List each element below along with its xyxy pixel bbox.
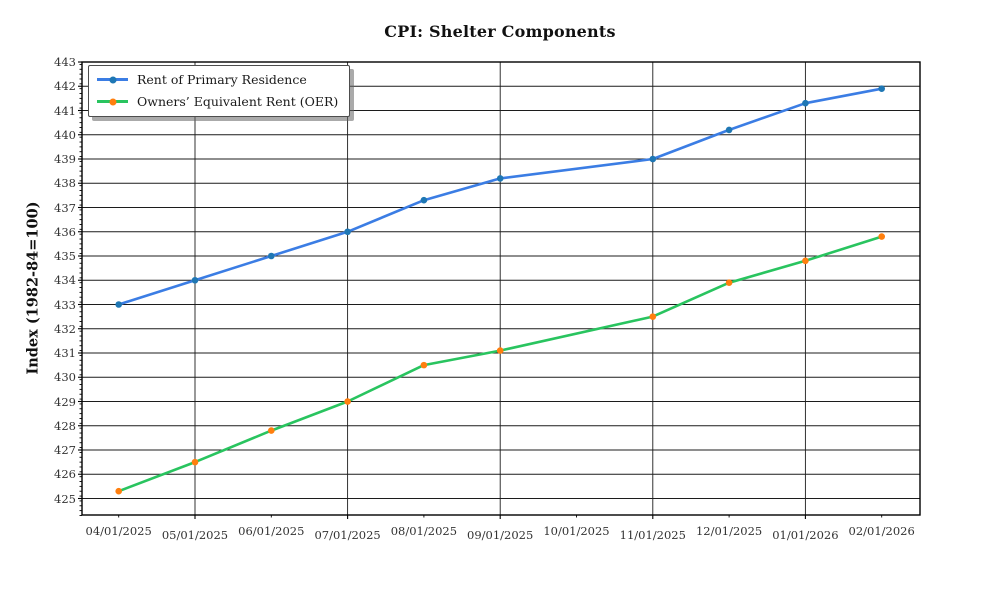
legend-item-rent: Rent of Primary Residence bbox=[97, 71, 338, 88]
y-tick-label: 425 bbox=[54, 491, 76, 506]
data-point-marker bbox=[344, 228, 351, 236]
data-point-marker bbox=[191, 458, 199, 466]
legend: Rent of Primary Residence Owners’ Equiva… bbox=[88, 65, 351, 117]
data-point-marker bbox=[802, 257, 809, 265]
y-tick-label: 442 bbox=[54, 79, 76, 94]
y-tick-label: 429 bbox=[54, 394, 76, 409]
data-point-marker bbox=[268, 427, 275, 434]
x-tick-label: 10/01/2025 bbox=[543, 524, 610, 538]
data-point-marker bbox=[878, 233, 885, 240]
data-point-marker bbox=[725, 279, 733, 286]
series-line-0 bbox=[117, 87, 884, 306]
legend-line-oer-icon bbox=[97, 98, 128, 105]
legend-item-oer: Owners’ Equivalent Rent (OER) bbox=[97, 93, 338, 110]
data-point-marker bbox=[420, 196, 428, 204]
y-tick-label: 434 bbox=[54, 273, 76, 288]
x-tick-label: 09/01/2025 bbox=[467, 528, 534, 542]
y-tick-label: 430 bbox=[54, 370, 76, 385]
x-tick-label: 04/01/2025 bbox=[85, 524, 152, 538]
data-point-marker bbox=[420, 361, 428, 369]
y-tick-label: 432 bbox=[54, 321, 76, 336]
y-tick-label: 427 bbox=[54, 443, 76, 457]
data-point-marker bbox=[725, 126, 733, 134]
x-tick-label: 11/01/2025 bbox=[619, 528, 686, 542]
legend-line-rent-icon bbox=[97, 76, 128, 83]
y-tick-label: 431 bbox=[54, 346, 76, 360]
y-tick-label: 433 bbox=[54, 297, 76, 312]
y-tick-label: 443 bbox=[54, 55, 76, 69]
data-point-marker bbox=[496, 175, 504, 182]
data-point-marker bbox=[649, 313, 657, 320]
x-tick-label: 07/01/2025 bbox=[314, 528, 381, 542]
x-tick-label: 02/01/2026 bbox=[848, 524, 915, 538]
data-point-marker bbox=[649, 155, 657, 163]
legend-label-oer: Owners’ Equivalent Rent (OER) bbox=[137, 94, 339, 109]
y-tick-label: 439 bbox=[54, 152, 76, 166]
data-point-marker bbox=[115, 301, 122, 308]
x-tick-label: 01/01/2026 bbox=[772, 528, 839, 542]
y-tick-label: 437 bbox=[54, 200, 76, 215]
x-tick-label: 05/01/2025 bbox=[161, 528, 229, 542]
data-point-marker bbox=[268, 252, 275, 260]
series-line-1 bbox=[117, 235, 884, 493]
y-tick-label: 426 bbox=[54, 467, 76, 482]
data-point-marker bbox=[496, 347, 504, 354]
chart-title: CPI: Shelter Components bbox=[384, 22, 616, 41]
x-tick-label: 12/01/2025 bbox=[695, 524, 763, 538]
y-tick-label: 440 bbox=[54, 127, 76, 142]
y-tick-label: 438 bbox=[54, 176, 76, 191]
y-tick-label: 441 bbox=[54, 103, 76, 118]
data-point-marker bbox=[191, 276, 199, 284]
x-tick-label: 08/01/2025 bbox=[390, 524, 458, 538]
data-point-marker bbox=[802, 99, 809, 107]
plot-border bbox=[81, 61, 921, 516]
data-point-marker bbox=[344, 398, 351, 405]
data-point-marker bbox=[878, 85, 885, 92]
y-tick-label: 435 bbox=[54, 249, 76, 263]
x-tick-label: 06/01/2025 bbox=[238, 524, 305, 538]
y-tick-label: 436 bbox=[54, 224, 76, 239]
legend-label-rent: Rent of Primary Residence bbox=[137, 72, 307, 87]
y-tick-label: 428 bbox=[54, 418, 76, 433]
data-point-marker bbox=[115, 487, 122, 495]
